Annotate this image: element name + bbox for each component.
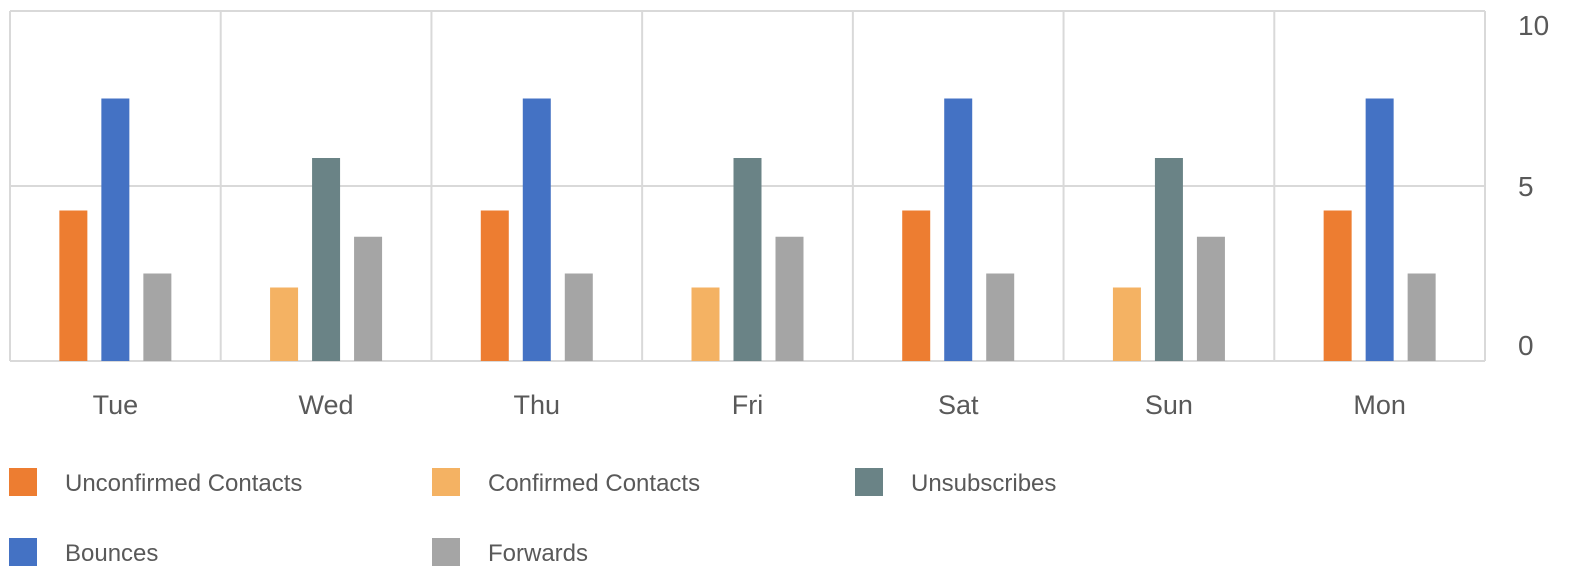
- bar-unconfirmed-contacts-sat: [902, 210, 931, 361]
- bar-forwards-wed: [354, 236, 383, 361]
- bar-unsubscribes-sun: [1154, 158, 1183, 361]
- bar-bounces-mon: [1365, 98, 1394, 361]
- legend-label-bounces: Bounces: [65, 540, 158, 567]
- x-category-label: Sun: [1145, 390, 1193, 420]
- bar-unconfirmed-contacts-tue: [59, 210, 88, 361]
- y-tick-label: 5: [1518, 171, 1534, 202]
- x-axis-categories: Tue Wed Thu Fri Sat Sun Mon: [93, 390, 1406, 420]
- x-category-label: Fri: [732, 390, 763, 420]
- bar-bounces-thu: [522, 98, 551, 361]
- bar-forwards-tue: [143, 273, 172, 361]
- legend-swatch-confirmed-contacts: [432, 468, 460, 496]
- gridlines: [9, 10, 1486, 362]
- x-category-label: Thu: [514, 390, 561, 420]
- y-axis-ticks: 0 5 10: [1518, 10, 1549, 361]
- legend-swatch-bounces: [9, 538, 37, 566]
- legend-swatch-forwards: [432, 538, 460, 566]
- y-tick-label: 0: [1518, 330, 1534, 361]
- bar-bounces-tue: [101, 98, 130, 361]
- bar-forwards-sat: [986, 273, 1015, 361]
- bars: [59, 98, 1436, 361]
- legend-label-confirmed-contacts: Confirmed Contacts: [488, 470, 700, 497]
- bar-confirmed-contacts-wed: [270, 287, 299, 361]
- bar-forwards-thu: [564, 273, 593, 361]
- legend-swatch-unconfirmed-contacts: [9, 468, 37, 496]
- bar-forwards-mon: [1407, 273, 1436, 361]
- bar-bounces-sat: [944, 98, 973, 361]
- bar-confirmed-contacts-sun: [1112, 287, 1141, 361]
- bar-forwards-sun: [1196, 236, 1225, 361]
- legend-swatch-unsubscribes: [855, 468, 883, 496]
- legend-label-unsubscribes: Unsubscribes: [911, 470, 1056, 497]
- bar-unconfirmed-contacts-mon: [1323, 210, 1352, 361]
- bar-unsubscribes-fri: [733, 158, 762, 361]
- legend-label-forwards: Forwards: [488, 540, 588, 567]
- legend-label-unconfirmed-contacts: Unconfirmed Contacts: [65, 470, 302, 497]
- x-category-label: Wed: [299, 390, 354, 420]
- x-category-label: Sat: [938, 390, 979, 420]
- bar-confirmed-contacts-fri: [691, 287, 720, 361]
- x-category-label: Tue: [93, 390, 139, 420]
- legend: Unconfirmed Contacts Confirmed Contacts Un…: [9, 468, 1056, 567]
- bar-unconfirmed-contacts-thu: [480, 210, 509, 361]
- y-tick-label: 10: [1518, 10, 1549, 41]
- bar-unsubscribes-wed: [312, 158, 341, 361]
- x-category-label: Mon: [1353, 390, 1406, 420]
- bar-forwards-fri: [775, 236, 804, 361]
